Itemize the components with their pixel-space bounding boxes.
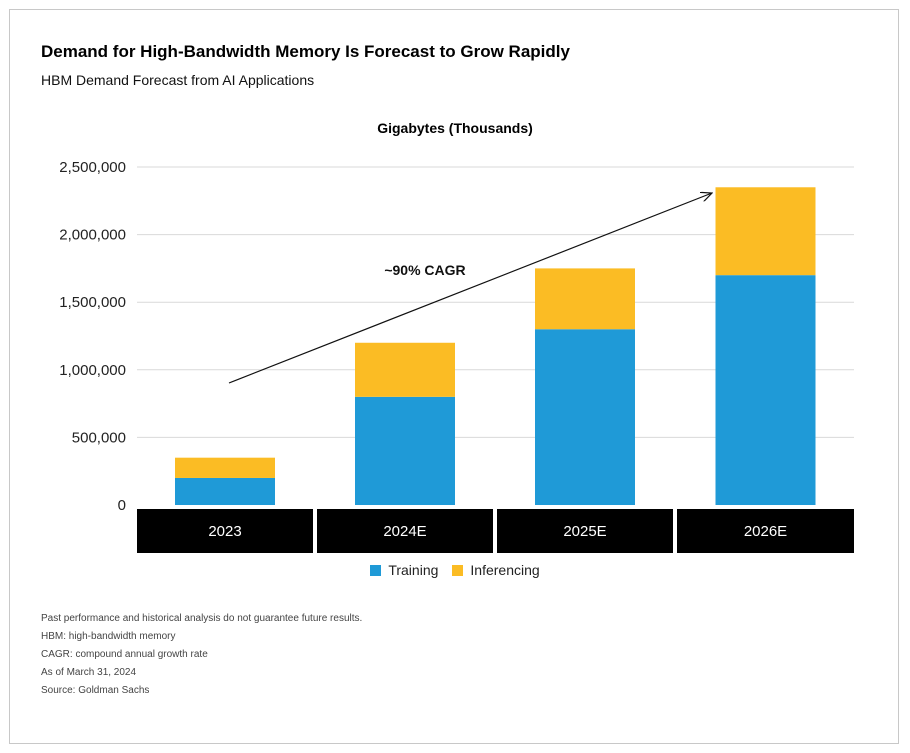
footnote: Source: Goldman Sachs: [41, 685, 150, 696]
chart-title: Demand for High-Bandwidth Memory Is Fore…: [41, 42, 570, 61]
x-tick-label: 2024E: [383, 523, 426, 540]
category-block: [137, 509, 313, 553]
category-block: [677, 509, 854, 553]
bar-inferencing-2023: [175, 457, 275, 478]
legend: Training Inferencing: [0, 562, 910, 578]
bar-training-2026e: [715, 275, 816, 505]
bar-chart: 0 500,000 1,000,000 1,500,000 2,000,000 2,500…: [59, 159, 854, 553]
footnote: HBM: high-bandwidth memory: [41, 631, 176, 642]
legend-swatch-training: [370, 564, 382, 576]
unit-label: Gigabytes (Thousands): [377, 120, 533, 136]
x-tick-label: 2023: [208, 523, 241, 540]
cagr-arrow: [228, 193, 712, 384]
y-tick-label: 0: [118, 497, 126, 514]
bar-inferencing-2026e: [715, 187, 816, 276]
x-tick-label: 2025E: [563, 523, 606, 540]
y-tick-label: 2,500,000: [59, 159, 126, 176]
y-tick-label: 2,000,000: [59, 227, 126, 244]
legend-swatch-inferencing: [452, 564, 464, 576]
legend-label-inferencing: Inferencing: [470, 562, 540, 578]
footnote: CAGR: compound annual growth rate: [41, 649, 208, 660]
legend-label-training: Training: [388, 562, 439, 578]
bar-training-2023: [175, 477, 275, 505]
bar-inferencing-2024e: [355, 342, 455, 397]
y-tick-label: 500,000: [72, 429, 126, 446]
footnote: As of March 31, 2024: [41, 667, 137, 678]
bar-inferencing-2025e: [535, 268, 635, 330]
footnotes: Past performance and historical analysis…: [41, 610, 362, 700]
cagr-annotation: ~90% CAGR: [384, 262, 465, 278]
category-block: [497, 509, 673, 553]
legend-item-inferencing: Inferencing: [452, 562, 540, 578]
legend-item-training: Training: [370, 562, 438, 578]
bar-training-2025e: [535, 329, 635, 505]
y-tick-label: 1,000,000: [59, 362, 126, 379]
x-tick-label: 2026E: [744, 523, 787, 540]
y-tick-label: 1,500,000: [59, 294, 126, 311]
footnote: Past performance and historical analysis…: [41, 613, 363, 624]
chart-frame: [9, 9, 899, 744]
bar-training-2024e: [355, 396, 455, 505]
chart-subtitle: HBM Demand Forecast from AI Applications: [41, 72, 315, 88]
category-block: [317, 509, 493, 553]
